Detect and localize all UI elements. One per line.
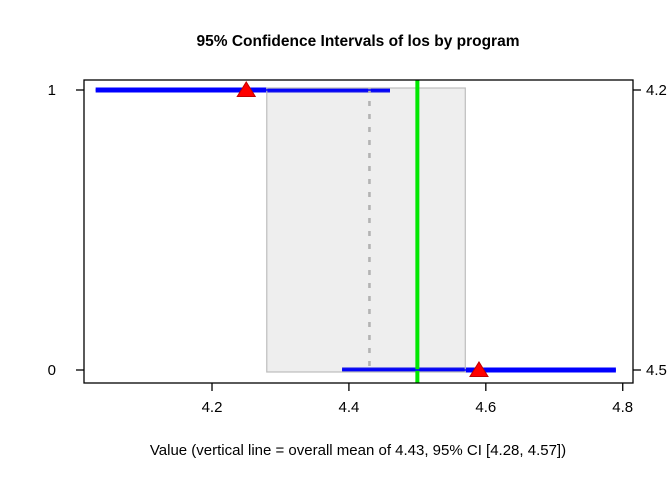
x-tick-label: 4.6 <box>475 399 496 416</box>
chart-title: 95% Confidence Intervals of los by progr… <box>197 33 520 50</box>
right-tick-label: 4.2 <box>646 82 667 99</box>
x-tick-label: 4.2 <box>202 399 223 416</box>
right-tick-label: 4.5 <box>646 362 667 379</box>
plot-box <box>83 79 634 384</box>
overall-ci-band <box>266 87 466 373</box>
plot-area: 4.2 4.4 4.6 4.8 1 4.2 0 4.5 <box>48 79 667 416</box>
x-tick-label: 4.4 <box>338 399 359 416</box>
x-tick-label: 4.8 <box>612 399 633 416</box>
x-axis-label: Value (vertical line = overall mean of 4… <box>150 442 566 459</box>
mean-triangle-marker <box>236 81 257 97</box>
mean-triangle-marker <box>469 361 489 377</box>
y-tick-label: 1 <box>48 82 56 99</box>
y-tick-label: 0 <box>48 362 56 379</box>
